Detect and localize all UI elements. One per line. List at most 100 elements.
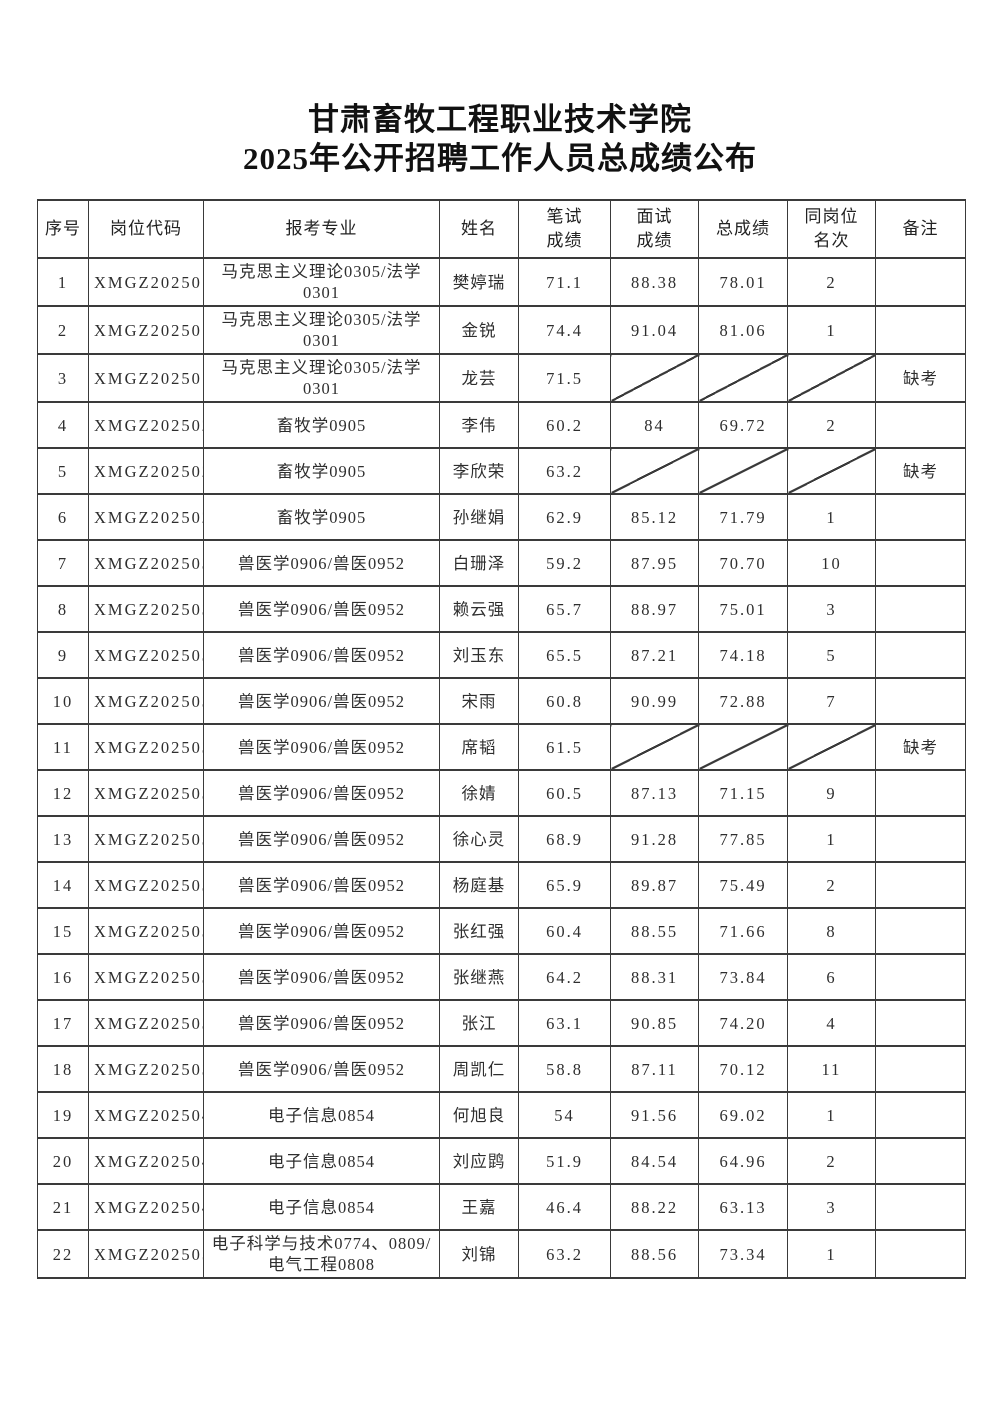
cell-serial: 8: [37, 585, 89, 633]
cell-serial: 20: [37, 1137, 89, 1185]
cell-major: 兽医学0906/兽医0952: [203, 723, 440, 771]
cell-interview-score: 87.21: [610, 631, 699, 679]
cell-total-score: 69.02: [698, 1091, 788, 1139]
cell-name: 孙继娟: [439, 493, 519, 541]
cell-rank: 2: [787, 257, 876, 307]
diagonal-slash-cell: [698, 723, 788, 771]
cell-rank: 11: [787, 1045, 876, 1093]
cell-name: 何旭良: [439, 1091, 519, 1139]
cell-note: [875, 401, 966, 449]
cell-note: [875, 769, 966, 817]
cell-serial: 1: [37, 257, 89, 307]
cell-name: 杨庭基: [439, 861, 519, 909]
cell-interview-score: 89.87: [610, 861, 699, 909]
cell-position-code: XMGZ202502: [88, 401, 204, 449]
cell-name: 王嘉: [439, 1183, 519, 1231]
cell-major: 兽医学0906/兽医0952: [203, 769, 440, 817]
cell-interview-score: 88.38: [610, 257, 699, 307]
cell-position-code: XMGZ202503: [88, 999, 204, 1047]
cell-serial: 15: [37, 907, 89, 955]
table-row: 6 XMGZ202502 畜牧学0905 孙继娟 62.9 85.12 71.7…: [37, 493, 966, 541]
cell-rank: 8: [787, 907, 876, 955]
cell-major: 电子信息0854: [203, 1091, 440, 1139]
table-row: 3 XMGZ202501 马克思主义理论0305/法学0301 龙芸 71.5 …: [37, 353, 966, 403]
cell-total-score: 75.01: [698, 585, 788, 633]
cell-name: 刘锦: [439, 1229, 519, 1279]
diagonal-slash-cell: [698, 353, 788, 403]
cell-total-score: 81.06: [698, 305, 788, 355]
cell-name: 刘玉东: [439, 631, 519, 679]
table-row: 14 XMGZ202503 兽医学0906/兽医0952 杨庭基 65.9 89…: [37, 861, 966, 909]
table-row: 13 XMGZ202503 兽医学0906/兽医0952 徐心灵 68.9 91…: [37, 815, 966, 863]
cell-rank: 1: [787, 815, 876, 863]
cell-major: 兽医学0906/兽医0952: [203, 815, 440, 863]
cell-serial: 13: [37, 815, 89, 863]
column-header-written-score: 笔试 成绩: [518, 199, 611, 259]
cell-position-code: XMGZ202503: [88, 907, 204, 955]
cell-major: 马克思主义理论0305/法学0301: [203, 353, 440, 403]
cell-major: 兽医学0906/兽医0952: [203, 631, 440, 679]
table-row: 21 XMGZ202504 电子信息0854 王嘉 46.4 88.22 63.…: [37, 1183, 966, 1231]
cell-note: [875, 861, 966, 909]
cell-written-score: 65.7: [518, 585, 611, 633]
cell-position-code: XMGZ202502: [88, 493, 204, 541]
column-header-interview-score: 面试 成绩: [610, 199, 699, 259]
cell-interview-score: 88.22: [610, 1183, 699, 1231]
cell-total-score: 70.12: [698, 1045, 788, 1093]
cell-interview-score: 84.54: [610, 1137, 699, 1185]
cell-interview-score: 84: [610, 401, 699, 449]
cell-interview-score: 88.31: [610, 953, 699, 1001]
cell-note: [875, 539, 966, 587]
cell-written-score: 54: [518, 1091, 611, 1139]
document-title: 甘肃畜牧工程职业技术学院 2025年公开招聘工作人员总成绩公布: [0, 0, 1000, 178]
cell-position-code: XMGZ202503: [88, 539, 204, 587]
cell-note: 缺考: [875, 447, 966, 495]
cell-interview-score: 87.13: [610, 769, 699, 817]
cell-rank: 3: [787, 585, 876, 633]
cell-rank: 9: [787, 769, 876, 817]
cell-name: 赖云强: [439, 585, 519, 633]
cell-written-score: 64.2: [518, 953, 611, 1001]
table-row: 7 XMGZ202503 兽医学0906/兽医0952 白珊泽 59.2 87.…: [37, 539, 966, 587]
table-row: 15 XMGZ202503 兽医学0906/兽医0952 张红强 60.4 88…: [37, 907, 966, 955]
cell-interview-score: 88.97: [610, 585, 699, 633]
cell-major: 电子科学与技术0774、0809/电气工程0808: [203, 1229, 440, 1279]
cell-written-score: 63.2: [518, 447, 611, 495]
cell-rank: 2: [787, 1137, 876, 1185]
cell-serial: 11: [37, 723, 89, 771]
cell-major: 畜牧学0905: [203, 401, 440, 449]
cell-position-code: XMGZ202501: [88, 305, 204, 355]
cell-rank: 10: [787, 539, 876, 587]
diagonal-slash-cell: [610, 353, 699, 403]
cell-rank: 3: [787, 1183, 876, 1231]
cell-note: [875, 585, 966, 633]
cell-position-code: XMGZ202505: [88, 1229, 204, 1279]
cell-serial: 7: [37, 539, 89, 587]
diagonal-slash-cell: [787, 447, 876, 495]
cell-major: 兽医学0906/兽医0952: [203, 907, 440, 955]
cell-written-score: 71.5: [518, 353, 611, 403]
cell-serial: 6: [37, 493, 89, 541]
column-header-total-score: 总成绩: [698, 199, 788, 259]
cell-written-score: 60.5: [518, 769, 611, 817]
cell-note: [875, 257, 966, 307]
cell-note: [875, 1091, 966, 1139]
cell-position-code: XMGZ202503: [88, 1045, 204, 1093]
cell-name: 宋雨: [439, 677, 519, 725]
cell-total-score: 75.49: [698, 861, 788, 909]
cell-interview-score: 87.95: [610, 539, 699, 587]
cell-serial: 4: [37, 401, 89, 449]
diagonal-slash-cell: [610, 723, 699, 771]
cell-interview-score: 85.12: [610, 493, 699, 541]
cell-serial: 3: [37, 353, 89, 403]
column-header-serial: 序号: [37, 199, 89, 259]
cell-rank: 7: [787, 677, 876, 725]
cell-position-code: XMGZ202501: [88, 257, 204, 307]
cell-serial: 2: [37, 305, 89, 355]
table-row: 12 XMGZ202503 兽医学0906/兽医0952 徐婧 60.5 87.…: [37, 769, 966, 817]
column-header-position-code: 岗位代码: [88, 199, 204, 259]
column-header-name: 姓名: [439, 199, 519, 259]
cell-major: 电子信息0854: [203, 1183, 440, 1231]
cell-interview-score: 91.04: [610, 305, 699, 355]
